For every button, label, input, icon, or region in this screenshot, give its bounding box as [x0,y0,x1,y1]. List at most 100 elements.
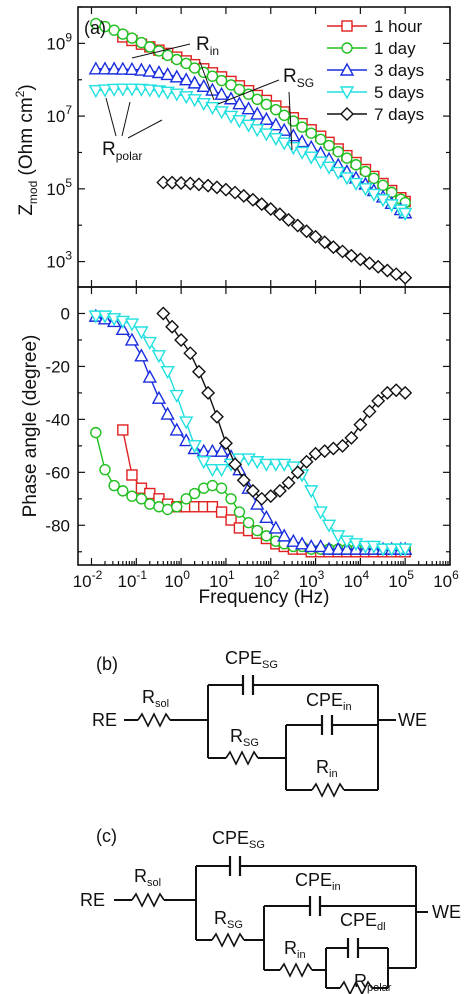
y-tick-label: 0 [61,304,70,323]
data-point [142,63,157,77]
data-point [398,543,413,557]
data-point [206,70,219,82]
data-point [90,426,102,439]
data-point [161,49,174,61]
series-7-days [156,175,413,285]
data-point [134,348,149,362]
data-point [225,514,237,526]
circuit-b-r-sg-label: RSG [230,726,259,749]
data-point [242,516,255,529]
data-point [142,84,157,98]
data-point [270,104,282,116]
data-point [362,404,377,419]
data-point [331,541,346,555]
legend-item-3-days: 3 days [327,61,424,80]
data-point [294,536,310,550]
svg-text:Rin: Rin [196,34,219,58]
y-tick-label: -80 [45,516,70,535]
data-point [272,483,287,498]
data-point [97,84,113,98]
data-point [268,520,284,534]
legend-label: 1 hour [374,17,423,36]
data-point [160,366,175,380]
data-point [314,133,327,146]
data-point [251,93,263,105]
data-point [169,69,184,83]
data-point [196,78,211,92]
data-point [160,66,175,81]
circuit-b-r-in-label: Rin [316,757,338,780]
data-point [323,139,335,152]
data-point [215,74,228,87]
data-point [236,473,251,488]
data-point [250,106,265,120]
data-point [97,61,113,75]
data-point [326,240,341,255]
data-point [179,72,194,86]
data-point [201,178,216,193]
data-point [117,424,129,436]
data-point [183,176,198,191]
data-point [214,106,229,120]
equivalent-circuit-c: (c) RE Rsol CPESG RSG CPEin Rin CPEdl WE [80,826,461,994]
data-point [106,83,122,97]
data-point [196,456,211,470]
data-point [126,32,138,44]
data-point [160,406,175,420]
data-point [304,485,319,499]
data-point [201,385,216,400]
data-point [180,493,192,505]
data-point [281,212,296,227]
phase-plot-frame [77,286,451,566]
data-point [174,175,189,190]
data-point [321,519,337,533]
svg-text:RSG: RSG [283,66,314,90]
data-point [368,172,380,184]
data-point [290,465,305,480]
panel-c-label: (c) [96,826,117,846]
panel-a-label: (a) [84,18,106,38]
data-point [205,463,220,478]
circuit-c-cpe-sg-label: CPESG [212,828,265,851]
annotation-r-in: Rin [131,34,219,101]
data-point [268,117,284,131]
data-point [117,28,129,40]
data-point [144,41,156,53]
circuit-c-re-label: RE [80,890,105,910]
y-tick-label: -20 [45,357,70,376]
svg-text:Rpolar: Rpolar [102,139,142,163]
data-point [134,326,149,340]
data-point [259,128,274,142]
data-point [353,252,368,267]
series-line-7-days [162,313,406,500]
legend-label: 1 day [374,39,416,58]
circuit-b-re-label: RE [92,710,117,730]
data-point [299,224,314,239]
circuit-b-we-label: WE [398,710,427,730]
data-point [88,61,104,75]
legend-label: 7 days [374,105,424,124]
data-point [317,235,332,250]
y-tick-label: 109 [46,30,72,53]
x-tick-label: 102 [254,568,280,591]
data-point [115,61,130,75]
data-point [371,393,386,408]
data-point [135,493,148,505]
circuit-c-r-in-label: Rin [284,938,306,961]
data-point [313,539,328,553]
data-point [124,83,140,97]
data-point [151,350,167,364]
data-point [277,122,292,136]
data-point [398,207,413,221]
circuit-c-r-polar-resistor [339,980,373,994]
data-point [223,91,239,105]
data-point [142,369,157,383]
x-tick-label: 104 [344,568,370,591]
data-point [254,197,269,212]
data-point [241,101,256,115]
data-point [259,458,274,472]
y-tick-label: -40 [45,410,70,429]
data-point [191,177,206,192]
x-tick-label: 10-2 [73,568,103,591]
